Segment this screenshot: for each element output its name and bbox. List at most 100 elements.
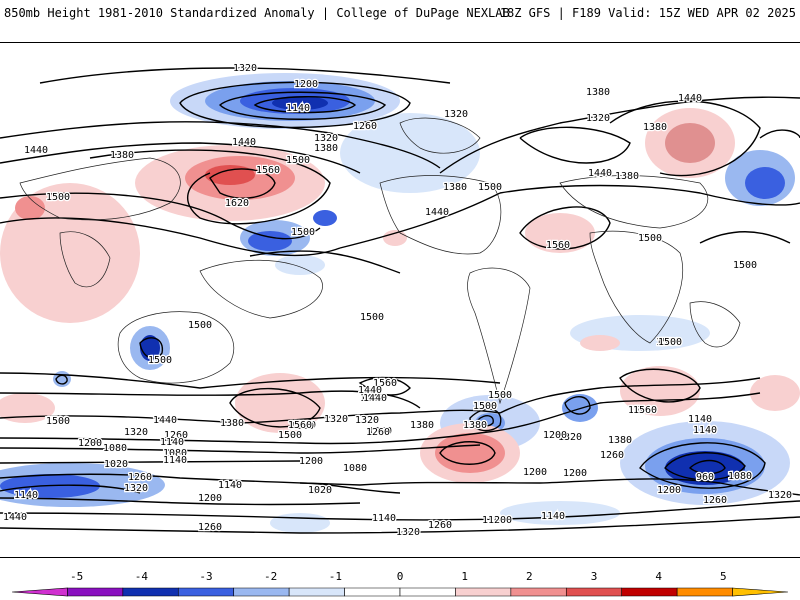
contour-label: 1500 [45, 416, 69, 427]
contour-label: 1260 [428, 520, 452, 531]
contour-label: 1320 [124, 427, 148, 438]
contour-label: 960 [696, 472, 714, 483]
model-run-info: 18Z GFS | F189 Valid: 15Z WED APR 02 202… [499, 6, 796, 20]
contour-label: 1140 [541, 511, 565, 522]
contour-label: 1380 [608, 435, 632, 446]
colorbar-segment [732, 587, 789, 597]
contour-label: 1200 [488, 515, 512, 526]
contour-label: 1320 [314, 133, 338, 144]
contour-label: 1320 [768, 490, 792, 501]
contour-label: 1380 [443, 182, 467, 193]
contour-label: 1140 [160, 437, 184, 448]
contour-label: 1260 [353, 121, 377, 132]
map-canvas: 1320120011401260132013801440138014401380… [0, 62, 800, 540]
colorbar-segment [565, 587, 623, 597]
contour-label: 1440 [425, 207, 449, 218]
contour-label: 1440 [153, 415, 177, 426]
contour-label: 1500 [628, 405, 652, 416]
colorbar-segment [177, 587, 235, 597]
contour-label: 1380 [314, 143, 338, 154]
anomaly-map: 1320 1200 1140 1260 1320 1380 1440 1380 1440 1380… [0, 42, 800, 558]
contour-label: 1020 [104, 459, 128, 470]
contour-label: 1440 [678, 93, 702, 104]
contour-label: 1200 [523, 467, 547, 478]
contour-label: 1260 [198, 522, 222, 533]
colorbar-tick-label: -2 [264, 570, 277, 583]
contour-label: 1500 [291, 227, 315, 238]
contour-label: 1140 [688, 414, 712, 425]
colorbar-tick-label: 3 [591, 570, 598, 583]
contour-label: 1260 [366, 427, 390, 438]
contour-label: 1320 [355, 415, 379, 426]
height-contours [0, 67, 800, 534]
contour-label: 1320 [124, 483, 148, 494]
contour-label: 1440 [24, 145, 48, 156]
coastlines [19, 117, 741, 405]
contour-label: 1200 [657, 485, 681, 496]
contour-label: 1560 [292, 420, 316, 431]
contour-label: 1080 [728, 471, 752, 482]
contour-label: 1140 [693, 425, 717, 436]
contour-label: 1380 [410, 420, 434, 431]
contour-label: 1320 [324, 414, 348, 425]
contour-label: 1560 [288, 420, 312, 431]
colorbar-segment [510, 587, 567, 597]
contour-label: 1140 [14, 490, 38, 501]
contour-label: 1200 [294, 79, 318, 90]
colorbar-canvas: -5 -4 -3 -2 -1 0 1 2 3 4 5 [11, 570, 789, 597]
colorbar-tick-label: -4 [135, 570, 149, 583]
contour-label: 1500 [45, 416, 69, 427]
contour-label: 1260 [600, 450, 624, 461]
contour-label: 1260 [164, 430, 188, 441]
contour-label: 1200 [543, 430, 567, 441]
contour-label: 1380 [586, 87, 610, 98]
contour-label: 1380 [463, 420, 487, 431]
contour-label: 1440 [3, 512, 27, 523]
contour-label: 1500 [286, 155, 310, 166]
colorbar-tick-label: -3 [199, 570, 212, 583]
contour-label: 1500 [46, 416, 70, 427]
contour-label: 1020 [307, 486, 331, 497]
contour-label: 1320 [396, 527, 420, 538]
contour-label: 1020 [308, 485, 332, 496]
contour-label: 1500 [488, 390, 512, 401]
colorbar: -5 -4 -3 -2 -1 0 1 2 3 4 5 [0, 568, 800, 600]
colorbar-segment [233, 587, 290, 597]
contour-label: 1320 [768, 490, 792, 501]
contour-label: 1200 [198, 493, 222, 504]
contour-label: 1440 [363, 393, 387, 404]
contour-label: 1080 [728, 471, 752, 482]
colorbar-tick-label: 2 [526, 570, 533, 583]
colorbar-tick-label: -1 [329, 570, 342, 583]
contour-label: 1380 [110, 150, 134, 161]
contour-label: 1500 [658, 337, 682, 348]
colorbar-tick-label: 5 [720, 570, 727, 583]
contour-label: 1320 [558, 432, 582, 443]
contour-label: 1200 [482, 515, 506, 526]
contour-label: 1200 [78, 438, 102, 449]
contour-label: 1440 [358, 385, 382, 396]
contour-label: 1500 [478, 182, 502, 193]
contour-label: 1440 [588, 168, 612, 179]
colorbar-segment [288, 587, 345, 597]
contour-label: 1320 [233, 63, 257, 74]
contour-label: 1260 [368, 426, 392, 437]
contour-label: 1500 [473, 401, 497, 412]
contour-label: 1140 [286, 103, 310, 114]
contour-label: 1560 [373, 378, 397, 389]
contour-label: 1140 [372, 513, 396, 524]
contour-label: 1380 [220, 418, 244, 429]
contour-label: 1500 [638, 233, 662, 244]
contour-label: 1080 [163, 448, 187, 459]
colorbar-tick-label: 0 [397, 570, 404, 583]
contour-label: 1560 [633, 405, 657, 416]
contour-label: 1500 [360, 312, 384, 323]
contour-label: 1200 [563, 468, 587, 479]
contour-label: 1440 [360, 393, 384, 404]
colorbar-segment [122, 587, 179, 597]
contour-label: 1500 [278, 430, 302, 441]
colorbar-segment [399, 587, 456, 597]
contour-label: 1260 [128, 472, 152, 483]
contour-label: 1080 [343, 463, 367, 474]
contour-labels: 1320120011401260132013801440138014401380… [2, 62, 794, 540]
